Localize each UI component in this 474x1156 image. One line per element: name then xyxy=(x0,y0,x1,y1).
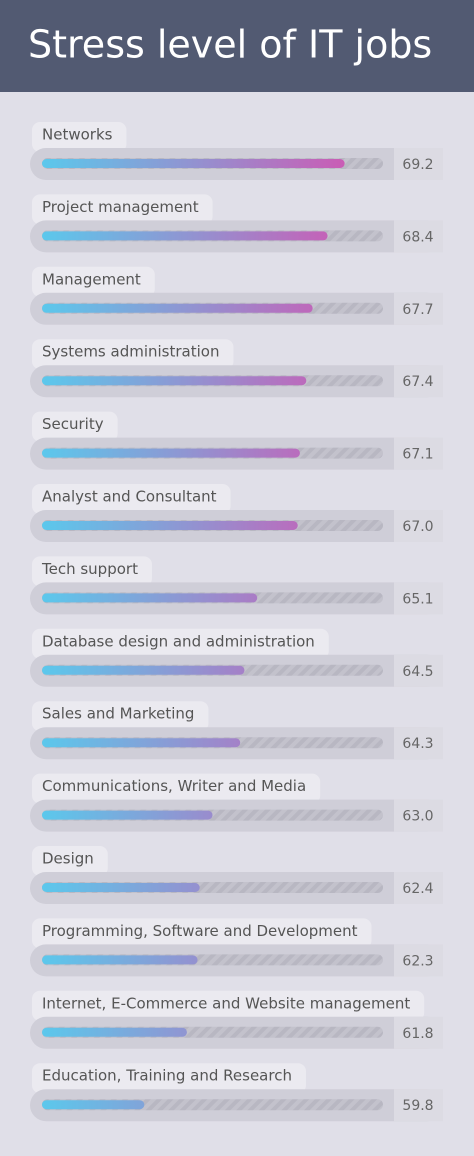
value-label: 62.4 xyxy=(402,881,433,897)
label-tab xyxy=(32,990,425,1021)
category-label: Communications, Writer and Media xyxy=(42,777,306,795)
value-cell xyxy=(394,654,443,687)
category-label: Analyst and Consultant xyxy=(42,488,217,506)
label-tab xyxy=(32,122,127,152)
bar xyxy=(42,883,200,892)
bar xyxy=(42,955,198,965)
category-label: Education, Training and Research xyxy=(42,1067,292,1085)
value-label: 64.3 xyxy=(402,736,433,752)
value-label: 67.7 xyxy=(402,302,433,318)
label-tab xyxy=(32,628,329,659)
label-tab xyxy=(32,411,118,442)
value-cell xyxy=(394,437,443,470)
value-label: 59.8 xyxy=(402,1098,433,1114)
category-label: Database design and administration xyxy=(42,632,315,650)
value-cell xyxy=(394,510,443,542)
value-label: 69.2 xyxy=(402,157,433,173)
bar xyxy=(42,665,245,675)
value-cell xyxy=(394,292,443,325)
category-label: Management xyxy=(42,270,141,288)
value-cell xyxy=(394,727,443,760)
category-label: Programming, Software and Development xyxy=(42,922,358,940)
bar xyxy=(42,1100,145,1110)
label-tab xyxy=(32,701,209,732)
category-label: Networks xyxy=(42,126,113,144)
value-cell xyxy=(394,148,443,180)
category-label: Design xyxy=(42,850,94,868)
category-label: Security xyxy=(42,415,104,433)
bar xyxy=(42,448,300,458)
value-cell xyxy=(394,872,443,904)
label-tab xyxy=(32,846,108,876)
bar xyxy=(42,303,313,313)
bar xyxy=(42,521,298,530)
bar xyxy=(42,231,328,241)
value-label: 61.8 xyxy=(402,1026,433,1042)
bar xyxy=(42,593,258,603)
label-tab xyxy=(32,918,372,949)
label-tab xyxy=(32,194,213,225)
category-label: Tech support xyxy=(41,560,138,578)
value-cell xyxy=(394,1016,443,1049)
value-cell xyxy=(394,1089,443,1122)
value-cell xyxy=(394,220,443,253)
category-label: Systems administration xyxy=(42,343,219,361)
bar xyxy=(42,376,307,386)
label-tab xyxy=(32,339,234,370)
value-label: 68.4 xyxy=(402,229,433,245)
label-tab xyxy=(32,773,321,804)
value-label: 67.4 xyxy=(402,374,433,390)
label-tab xyxy=(32,1063,306,1094)
category-label: Sales and Marketing xyxy=(42,705,194,723)
category-label: Project management xyxy=(42,198,199,216)
value-cell xyxy=(394,365,443,398)
value-label: 67.1 xyxy=(402,447,433,463)
value-label: 63.0 xyxy=(402,809,433,825)
value-label: 62.3 xyxy=(402,953,433,969)
label-tab xyxy=(32,266,155,297)
bar xyxy=(42,738,241,748)
value-label: 64.5 xyxy=(402,664,433,680)
header xyxy=(0,0,474,92)
value-label: 65.1 xyxy=(402,591,433,607)
bar xyxy=(42,159,345,168)
value-cell xyxy=(394,944,443,977)
bar xyxy=(42,1027,187,1037)
chart-title: Stress level of IT jobs xyxy=(28,23,432,67)
label-tab xyxy=(32,556,152,587)
bar xyxy=(42,810,213,820)
label-tab xyxy=(32,484,231,514)
value-label: 67.0 xyxy=(402,519,433,535)
value-cell xyxy=(394,582,443,615)
category-label: Internet, E-Commerce and Website managem… xyxy=(42,994,410,1012)
value-cell xyxy=(394,799,443,832)
